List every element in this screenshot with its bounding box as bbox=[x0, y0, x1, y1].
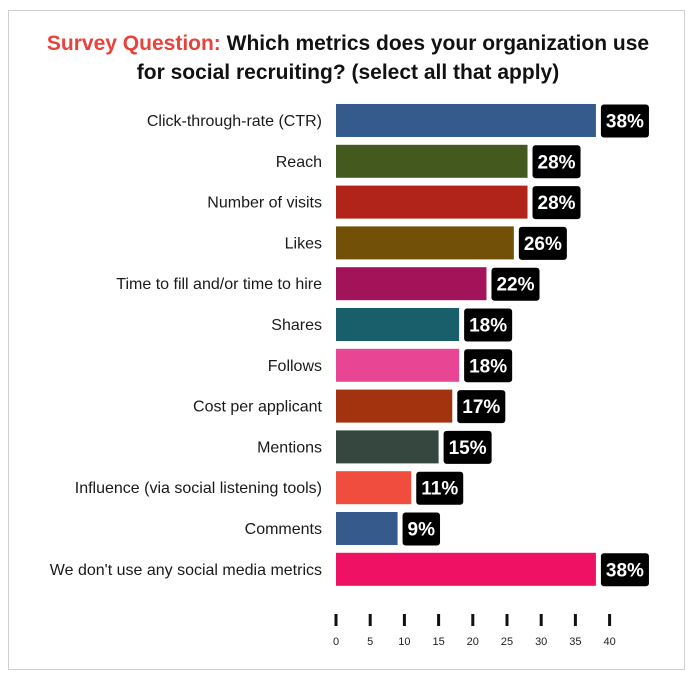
x-tick-35 bbox=[573, 614, 577, 626]
x-tick-label-0: 0 bbox=[333, 636, 339, 648]
category-label-cost-per-applicant: Cost per applicant bbox=[193, 399, 323, 416]
category-label-likes: Likes bbox=[285, 235, 322, 252]
category-label-time-to-fill-and-or-time-to-hire: Time to fill and/or time to hire bbox=[116, 276, 322, 293]
x-tick-5 bbox=[368, 614, 372, 626]
chart-title: Survey Question: Which metrics does your… bbox=[20, 29, 676, 87]
value-label-text: 28% bbox=[538, 152, 576, 173]
value-label-follows: 18% bbox=[464, 349, 513, 383]
value-label-box bbox=[457, 390, 506, 424]
value-label-box bbox=[464, 308, 513, 342]
bar-likes bbox=[336, 226, 514, 260]
x-tick-40 bbox=[608, 614, 612, 626]
x-tick-label-20: 20 bbox=[467, 636, 479, 648]
bar-follows bbox=[336, 348, 460, 382]
value-label-text: 18% bbox=[469, 356, 507, 377]
value-label-text: 38% bbox=[606, 560, 644, 581]
bar-shares bbox=[336, 308, 460, 341]
value-label-influence-via-social-listening-tools: 11% bbox=[416, 471, 464, 505]
value-label-box bbox=[464, 349, 513, 383]
value-label-text: 26% bbox=[524, 234, 562, 255]
value-label-text: 38% bbox=[606, 112, 644, 133]
x-tick-20 bbox=[471, 614, 475, 626]
category-label-mentions: Mentions bbox=[257, 439, 322, 456]
value-label-click-through-rate-ctr: 38% bbox=[600, 104, 649, 138]
value-label-box bbox=[518, 226, 567, 260]
x-tick-label-40: 40 bbox=[603, 636, 615, 648]
value-label-box bbox=[491, 267, 540, 301]
x-tick-15 bbox=[437, 614, 441, 626]
bar-mentions bbox=[336, 430, 439, 464]
value-label-box bbox=[443, 430, 492, 464]
value-label-likes: 26% bbox=[518, 226, 567, 260]
value-label-text: 9% bbox=[408, 520, 436, 541]
value-label-text: 28% bbox=[538, 193, 576, 214]
value-label-box bbox=[600, 553, 649, 587]
bar-we-don-t-use-any-social-media-metrics bbox=[336, 552, 596, 586]
value-label-text: 15% bbox=[449, 438, 487, 459]
category-label-shares: Shares bbox=[271, 317, 322, 334]
value-label-text: 11% bbox=[421, 479, 458, 500]
value-label-box bbox=[532, 186, 581, 220]
category-label-click-through-rate-ctr: Click-through-rate (CTR) bbox=[147, 113, 322, 130]
title-line-2: for social recruiting? (select all that … bbox=[136, 61, 560, 84]
category-label-influence-via-social-listening-tools: Influence (via social listening tools) bbox=[75, 480, 322, 497]
bar-cost-per-applicant bbox=[336, 389, 453, 423]
x-tick-label-15: 15 bbox=[432, 636, 444, 648]
x-tick-label-25: 25 bbox=[501, 636, 513, 648]
x-tick-30 bbox=[539, 614, 543, 626]
x-tick-label-30: 30 bbox=[535, 636, 547, 648]
value-label-text: 17% bbox=[462, 397, 500, 418]
value-label-shares: 18% bbox=[464, 308, 513, 342]
value-label-box bbox=[600, 104, 649, 138]
category-label-number-of-visits: Number of visits bbox=[207, 195, 322, 212]
category-label-follows: Follows bbox=[268, 358, 322, 375]
x-tick-label-5: 5 bbox=[367, 636, 373, 648]
category-label-comments: Comments bbox=[245, 521, 322, 538]
value-label-box bbox=[402, 512, 441, 546]
value-label-cost-per-applicant: 17% bbox=[457, 390, 506, 424]
value-label-box bbox=[416, 471, 464, 505]
bar-reach bbox=[336, 144, 528, 178]
title-line-1: Which metrics does your organization use bbox=[226, 32, 650, 55]
x-tick-label-10: 10 bbox=[398, 636, 410, 648]
value-label-box bbox=[532, 145, 581, 179]
x-tick-10 bbox=[402, 614, 406, 626]
bar-number-of-visits bbox=[336, 185, 528, 219]
value-label-we-don-t-use-any-social-media-metrics: 38% bbox=[600, 553, 649, 587]
value-label-time-to-fill-and-or-time-to-hire: 22% bbox=[491, 267, 540, 301]
value-label-text: 22% bbox=[496, 275, 534, 296]
title-prefix: Survey Question: bbox=[46, 32, 221, 55]
category-label-reach: Reach bbox=[276, 154, 322, 171]
value-label-reach: 28% bbox=[532, 145, 581, 179]
x-tick-label-35: 35 bbox=[569, 636, 581, 648]
bar-influence-via-social-listening-tools bbox=[336, 471, 412, 505]
value-label-text: 18% bbox=[469, 316, 507, 337]
category-label-we-don-t-use-any-social-media-metrics: We don't use any social media metrics bbox=[50, 562, 322, 579]
bar-time-to-fill-and-or-time-to-hire bbox=[336, 267, 487, 301]
value-label-number-of-visits: 28% bbox=[532, 186, 581, 220]
x-tick-0 bbox=[334, 614, 338, 626]
value-label-comments: 9% bbox=[402, 512, 441, 546]
bar-comments bbox=[336, 512, 398, 545]
x-tick-25 bbox=[505, 614, 509, 626]
bar-click-through-rate-ctr bbox=[336, 104, 596, 137]
value-label-mentions: 15% bbox=[443, 430, 492, 464]
